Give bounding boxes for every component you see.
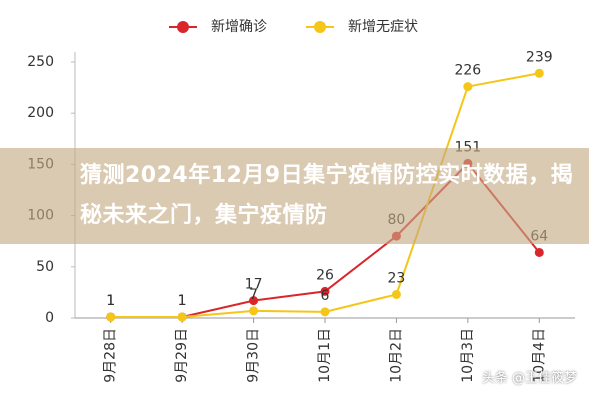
data-label: 239 [526, 49, 553, 65]
legend-marker [177, 21, 189, 33]
legend-label: 新增确诊 [211, 19, 267, 35]
point [534, 68, 544, 78]
x-tick-label: 9月30日 [246, 328, 262, 383]
data-label: 26 [316, 267, 334, 283]
data-label: 1 [178, 293, 187, 309]
data-label: 17 [245, 277, 263, 293]
data-label: 1 [178, 293, 187, 309]
data-label: 7 [249, 287, 258, 303]
point [320, 286, 330, 296]
y-tick-label: 200 [27, 105, 54, 121]
banner: 猜测2024年12月9日集宁疫情防控实时数据，揭秘未来之门，集宁疫情防 [0, 148, 589, 244]
data-label: 1 [106, 293, 115, 309]
x-tick-label: 10月3日 [460, 328, 476, 383]
x-tick-label: 10月1日 [317, 328, 333, 383]
y-tick-label: 250 [27, 54, 54, 70]
x-tick-label: 10月2日 [388, 328, 404, 383]
legend-marker [314, 21, 326, 33]
x-tick-label: 9月29日 [174, 328, 190, 383]
y-tick-label: 50 [36, 259, 54, 275]
x-tick-label: 9月28日 [103, 328, 119, 383]
point [249, 306, 259, 316]
point [463, 82, 473, 92]
legend-label: 新增无症状 [348, 19, 418, 35]
data-label: 1 [106, 293, 115, 309]
point [320, 307, 330, 317]
data-label: 6 [321, 288, 330, 304]
point [391, 289, 401, 299]
data-label: 226 [454, 63, 481, 79]
point [177, 312, 187, 322]
point [249, 296, 259, 306]
y-tick-label: 0 [45, 310, 54, 326]
point [106, 312, 116, 322]
point [534, 247, 544, 257]
watermark: 头条 @王佳筱梦 [481, 371, 577, 386]
data-label: 23 [388, 270, 406, 286]
x-tick-label: 10月4日 [531, 328, 547, 383]
